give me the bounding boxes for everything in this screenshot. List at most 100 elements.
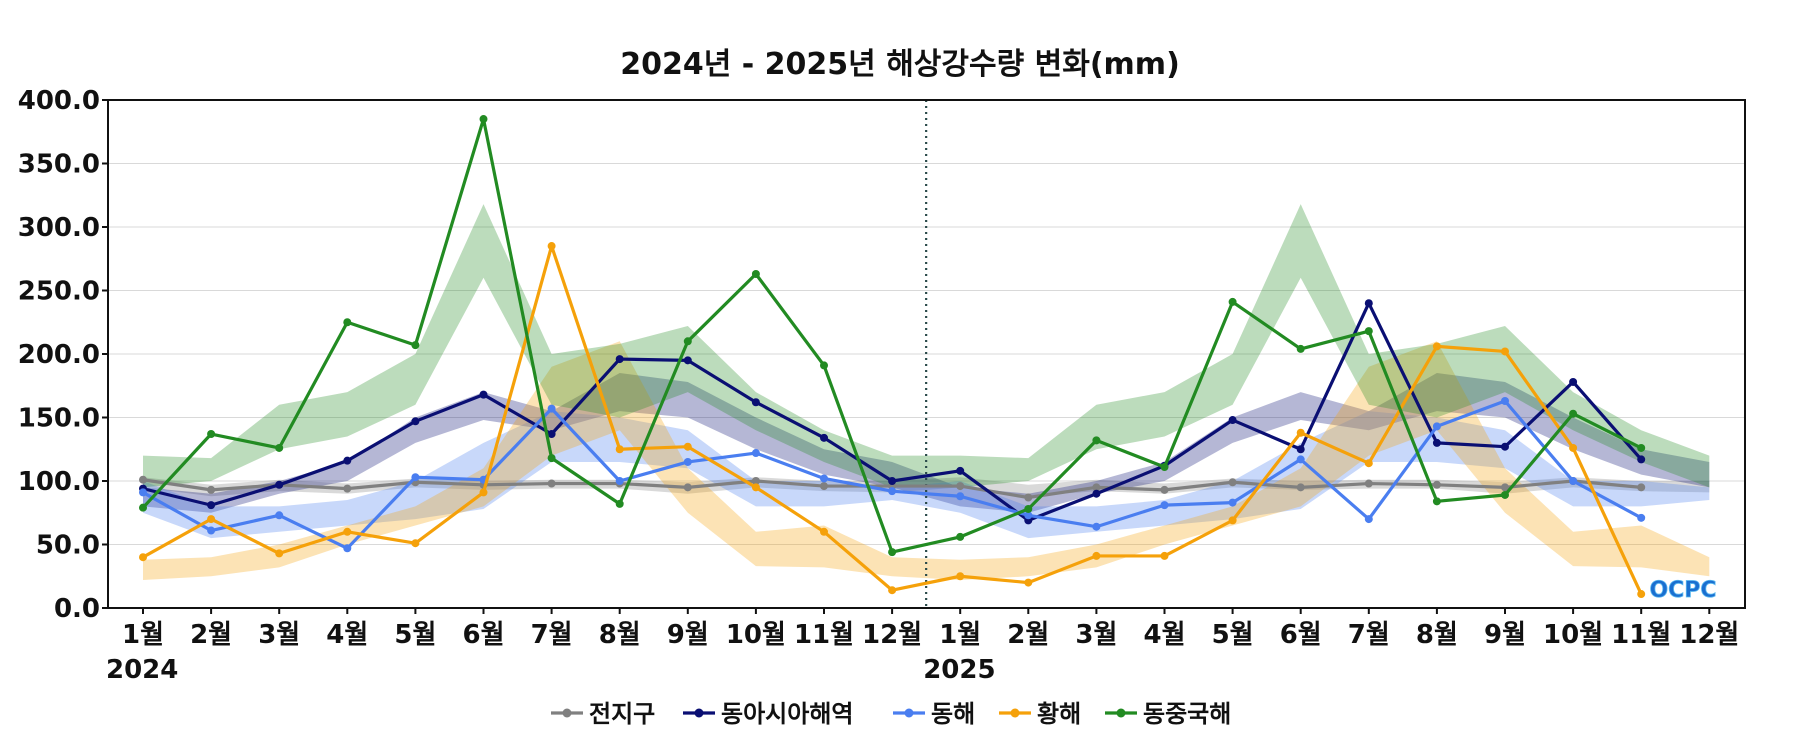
data-point <box>1501 396 1509 405</box>
data-point <box>139 488 147 497</box>
data-point <box>1024 578 1033 587</box>
data-point <box>1637 483 1646 492</box>
y-tick-label: 300.0 <box>18 213 100 243</box>
data-point <box>207 430 216 439</box>
data-point <box>1296 483 1305 492</box>
data-point <box>683 442 692 451</box>
data-point <box>275 443 284 452</box>
data-point <box>683 356 692 365</box>
data-point <box>751 483 760 492</box>
data-point <box>956 532 965 541</box>
data-point <box>820 482 828 491</box>
legend-item: 동중국해 <box>1105 700 1231 728</box>
data-point <box>820 527 828 536</box>
legend-marker <box>1116 708 1126 718</box>
legend-item: 동해 <box>893 700 975 728</box>
data-point <box>139 503 147 512</box>
x-tick-label: 6월 <box>462 620 504 650</box>
data-point <box>1637 443 1646 452</box>
data-point <box>1569 409 1578 418</box>
data-point <box>1501 483 1509 492</box>
data-point <box>1296 344 1305 353</box>
x-tick-label: 7월 <box>1348 620 1390 650</box>
series-동아시아해역 <box>139 299 1646 525</box>
data-point <box>683 483 692 492</box>
y-tick-label: 200.0 <box>18 340 100 370</box>
data-point <box>615 445 624 454</box>
data-point <box>207 515 216 524</box>
series-lines <box>139 115 1646 599</box>
data-point <box>207 485 216 494</box>
data-point <box>343 484 352 493</box>
data-point <box>547 404 556 413</box>
x-tick-label: 11월 <box>1611 620 1671 650</box>
series-황해 <box>139 242 1646 599</box>
data-point <box>1501 490 1509 499</box>
data-point <box>1569 443 1578 452</box>
data-point <box>956 492 965 501</box>
data-point <box>1296 445 1305 454</box>
data-point <box>1569 377 1578 386</box>
data-point <box>411 539 420 548</box>
legend-item: 전지구 <box>551 700 655 728</box>
year-label: 2024 <box>106 655 178 685</box>
x-tick-label: 12월 <box>862 620 922 650</box>
x-tick-label: 4월 <box>326 620 368 650</box>
data-point <box>139 553 147 562</box>
data-point <box>1364 299 1373 308</box>
data-point <box>343 544 352 553</box>
data-point <box>1092 522 1101 531</box>
x-tick-label: 10월 <box>726 620 786 650</box>
x-tick-label: 1월 <box>939 620 981 650</box>
range-band <box>143 411 1710 539</box>
legend-item: 황해 <box>999 700 1081 728</box>
data-point <box>1432 422 1441 431</box>
data-point <box>888 586 897 595</box>
data-point <box>820 433 828 442</box>
data-point <box>547 430 556 439</box>
data-point <box>411 473 420 482</box>
range-band <box>143 204 1710 488</box>
data-point <box>343 318 352 327</box>
x-tick-label: 3월 <box>1075 620 1117 650</box>
data-point <box>683 337 692 346</box>
x-tick-label: 2월 <box>1007 620 1049 650</box>
data-point <box>547 454 556 463</box>
data-point <box>888 487 897 496</box>
data-point <box>820 474 828 483</box>
data-point <box>615 499 624 508</box>
legend-label: 동아시아해역 <box>721 700 853 728</box>
data-point <box>683 457 692 466</box>
data-point <box>275 549 284 558</box>
legend-label: 동중국해 <box>1143 700 1231 728</box>
data-point <box>1364 515 1373 524</box>
data-point <box>751 269 760 278</box>
chart-title: 2024년 - 2025년 해상강수량 변화(mm) <box>620 47 1180 82</box>
x-axis-ticks: 1월 2월 3월 4월 5월 6월 7월 8월 9월 10월 11월 12월 1월 2월 3월 4월 5월 6월 7… <box>106 608 1739 685</box>
range-bands <box>143 204 1710 581</box>
data-point <box>207 526 216 535</box>
data-point <box>1092 483 1101 492</box>
range-band <box>143 341 1710 581</box>
legend-label: 황해 <box>1037 700 1081 728</box>
data-point <box>1296 428 1305 437</box>
data-point <box>1024 493 1033 502</box>
y-tick-label: 400.0 <box>18 86 100 116</box>
data-point <box>888 477 897 485</box>
year-label: 2025 <box>923 655 995 685</box>
series-동중국해 <box>139 115 1646 557</box>
data-point <box>1092 436 1101 445</box>
data-point <box>411 417 420 426</box>
x-tick-label: 3월 <box>258 620 300 650</box>
legend-marker <box>694 708 704 718</box>
y-tick-label: 0.0 <box>54 594 100 624</box>
data-point <box>956 572 965 581</box>
legend-marker <box>904 708 914 718</box>
y-tick-label: 150.0 <box>18 404 100 434</box>
data-point <box>1296 455 1305 464</box>
x-tick-label: 5월 <box>1212 620 1254 650</box>
data-point <box>1637 455 1646 464</box>
data-point <box>479 390 488 399</box>
range-band <box>143 373 1710 513</box>
